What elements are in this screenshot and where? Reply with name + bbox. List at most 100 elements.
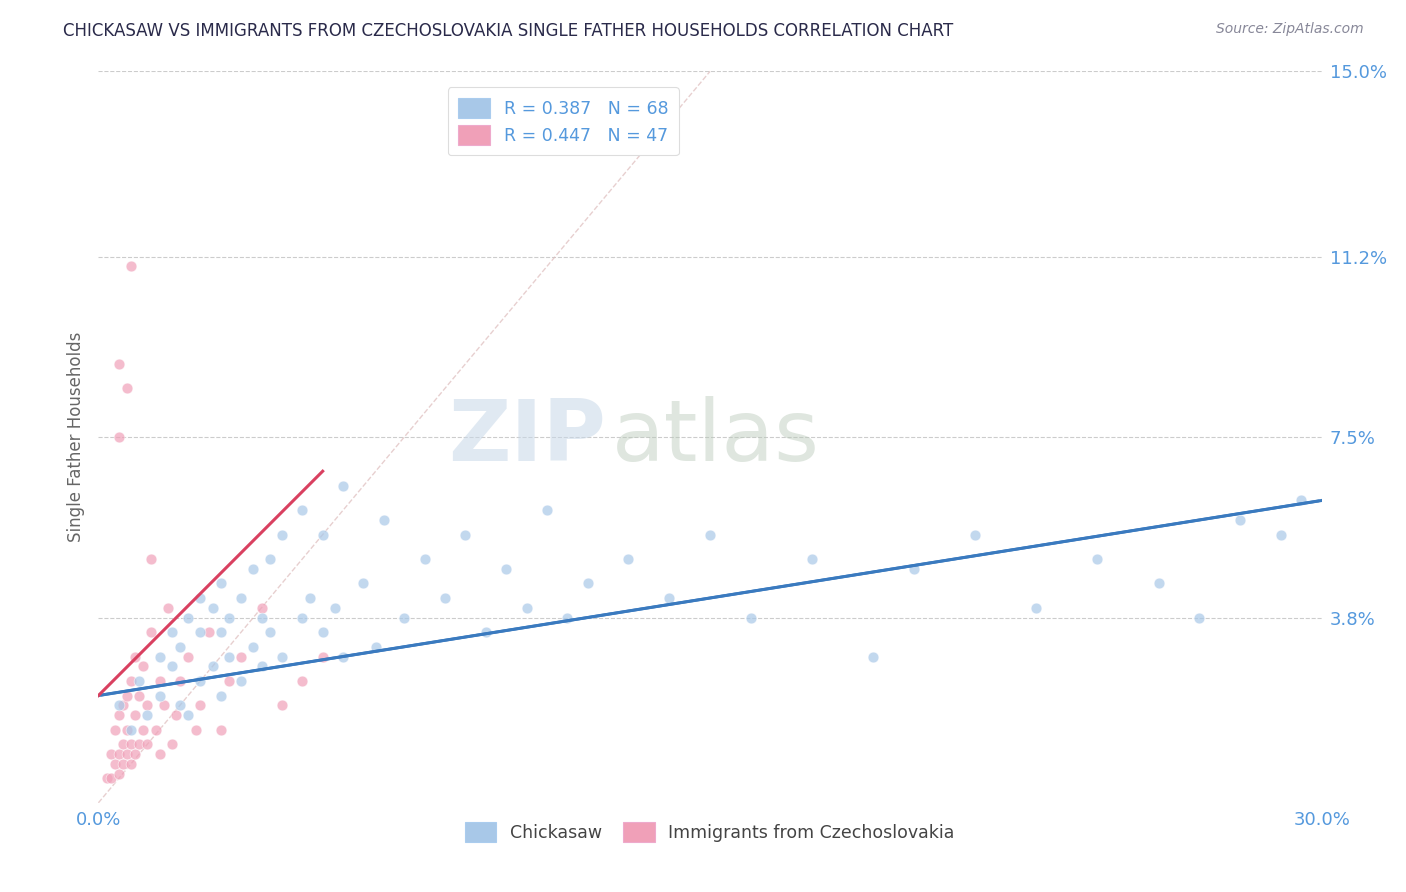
Point — [132, 723, 155, 737]
Point — [1025, 600, 1047, 615]
Point — [474, 625, 498, 640]
Point — [160, 625, 183, 640]
Point — [100, 772, 122, 786]
Point — [1188, 610, 1211, 624]
Point — [218, 673, 240, 688]
Point — [218, 649, 240, 664]
Point — [149, 673, 172, 688]
Point — [111, 698, 134, 713]
Point — [1085, 552, 1108, 566]
Point — [270, 649, 294, 664]
Point — [270, 698, 294, 713]
Point — [1291, 493, 1313, 508]
Point — [392, 610, 416, 624]
Point — [658, 591, 681, 605]
Point — [169, 673, 191, 688]
Text: Source: ZipAtlas.com: Source: ZipAtlas.com — [1216, 22, 1364, 37]
Point — [128, 673, 150, 688]
Point — [903, 562, 925, 576]
Point — [250, 610, 273, 624]
Point — [136, 708, 159, 723]
Point — [104, 756, 127, 771]
Point — [1229, 513, 1251, 527]
Point — [231, 591, 253, 605]
Point — [152, 698, 174, 713]
Point — [516, 600, 538, 615]
Point — [188, 698, 212, 713]
Point — [323, 600, 346, 615]
Point — [132, 659, 155, 673]
Point — [108, 357, 131, 371]
Point — [188, 673, 212, 688]
Point — [536, 503, 558, 517]
Point — [136, 737, 159, 751]
Point — [141, 552, 163, 566]
Point — [740, 610, 762, 624]
Point — [291, 673, 314, 688]
Point — [1147, 576, 1170, 591]
Point — [120, 260, 142, 274]
Point — [801, 552, 824, 566]
Point — [177, 610, 200, 624]
Point — [495, 562, 517, 576]
Point — [115, 689, 138, 703]
Point — [364, 640, 387, 654]
Point — [352, 576, 374, 591]
Point — [270, 527, 294, 541]
Point — [177, 649, 200, 664]
Point — [218, 610, 240, 624]
Point — [332, 479, 354, 493]
Point — [555, 610, 579, 624]
Point — [120, 723, 142, 737]
Y-axis label: Single Father Households: Single Father Households — [66, 332, 84, 542]
Point — [149, 689, 172, 703]
Point — [250, 600, 273, 615]
Point — [373, 513, 395, 527]
Point — [108, 766, 131, 780]
Point — [242, 562, 264, 576]
Point — [312, 527, 335, 541]
Point — [124, 747, 146, 761]
Point — [104, 723, 127, 737]
Point — [862, 649, 884, 664]
Point — [115, 723, 138, 737]
Point — [145, 723, 167, 737]
Point — [108, 430, 131, 444]
Text: CHICKASAW VS IMMIGRANTS FROM CZECHOSLOVAKIA SINGLE FATHER HOUSEHOLDS CORRELATION: CHICKASAW VS IMMIGRANTS FROM CZECHOSLOVA… — [63, 22, 953, 40]
Point — [188, 591, 212, 605]
Point — [160, 659, 183, 673]
Point — [120, 756, 142, 771]
Point — [124, 708, 146, 723]
Point — [136, 698, 159, 713]
Point — [259, 625, 281, 640]
Point — [299, 591, 322, 605]
Point — [291, 610, 314, 624]
Point — [160, 737, 183, 751]
Point — [209, 689, 232, 703]
Point — [454, 527, 477, 541]
Point — [120, 673, 142, 688]
Point — [169, 698, 191, 713]
Point — [124, 649, 146, 664]
Point — [197, 625, 219, 640]
Point — [209, 723, 232, 737]
Point — [120, 737, 142, 751]
Point — [699, 527, 721, 541]
Point — [111, 737, 134, 751]
Point — [617, 552, 640, 566]
Point — [111, 756, 134, 771]
Point — [231, 673, 253, 688]
Point — [115, 381, 138, 395]
Point — [108, 747, 131, 761]
Point — [128, 689, 150, 703]
Point — [169, 640, 191, 654]
Point — [576, 576, 599, 591]
Point — [259, 552, 281, 566]
Point — [209, 576, 232, 591]
Point — [128, 737, 150, 751]
Point — [291, 503, 314, 517]
Point — [149, 747, 172, 761]
Point — [965, 527, 987, 541]
Point — [108, 698, 131, 713]
Point — [201, 600, 224, 615]
